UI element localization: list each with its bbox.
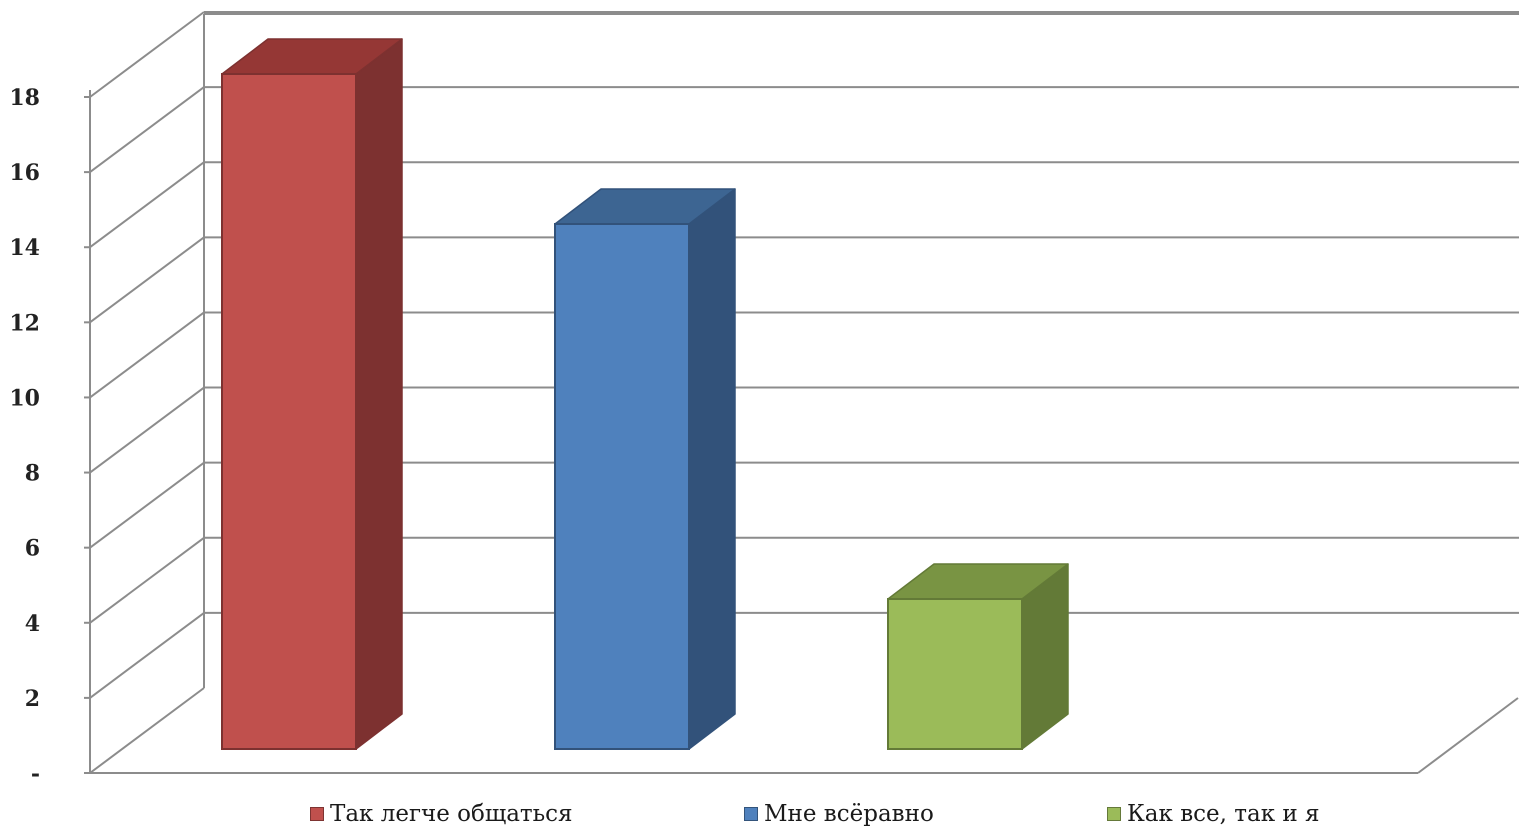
legend-label-3: Как все, так и я — [1127, 801, 1320, 827]
gridlines — [89, 11, 1519, 774]
depth-line-3 — [89, 461, 205, 549]
y-tick-label-6: 12 — [9, 310, 40, 336]
legend-swatch-2 — [744, 807, 758, 821]
y-tick-label-4: 8 — [25, 461, 40, 487]
y-tick-label-5: 10 — [9, 385, 40, 411]
bar-1 — [221, 38, 403, 750]
bar-3-front — [887, 598, 1023, 750]
y-tick-labels: - 2 4 6 8 10 12 14 16 18 — [9, 85, 40, 787]
legend-item-3: Как все, так и я — [1107, 796, 1320, 832]
bars — [221, 38, 1069, 750]
legend-label-1: Так легче общаться — [330, 801, 573, 827]
y-tick-label-8: 16 — [9, 160, 40, 186]
legend-swatch-3 — [1107, 807, 1121, 821]
depth-line-2 — [89, 536, 205, 624]
floor-right-edge — [1417, 697, 1519, 774]
depth-line-5 — [89, 311, 205, 399]
bar-2-front — [554, 223, 690, 750]
axes — [84, 13, 1519, 774]
bar-1-front — [221, 73, 357, 750]
y-tick-label-3: 6 — [25, 536, 40, 562]
legend-label-2: Мне всёравно — [764, 801, 934, 827]
legend-item-1: Так легче общаться — [310, 796, 573, 832]
depth-line-9 — [89, 11, 205, 98]
depth-line-1 — [89, 612, 205, 699]
y-tick-label-1: 2 — [25, 686, 40, 712]
depth-line-4 — [89, 386, 205, 474]
legend: Так легче общаться Мне всёравно Как все,… — [0, 796, 1519, 832]
depth-line-8 — [89, 86, 205, 173]
legend-item-2: Мне всёравно — [744, 796, 934, 832]
bar-2-side — [688, 188, 736, 750]
depth-line-6 — [89, 236, 205, 324]
legend-swatch-1 — [310, 807, 324, 821]
y-tick-label-2: 4 — [25, 611, 40, 637]
y-tick-label-0: - — [31, 761, 40, 787]
depth-line-0 — [89, 687, 205, 774]
bar-3 — [887, 563, 1069, 750]
y-tick-label-7: 14 — [9, 235, 40, 261]
bar-1-side — [355, 38, 403, 750]
depth-line-7 — [89, 161, 205, 249]
bar-2 — [554, 188, 736, 750]
y-tick-label-9: 18 — [9, 85, 40, 111]
